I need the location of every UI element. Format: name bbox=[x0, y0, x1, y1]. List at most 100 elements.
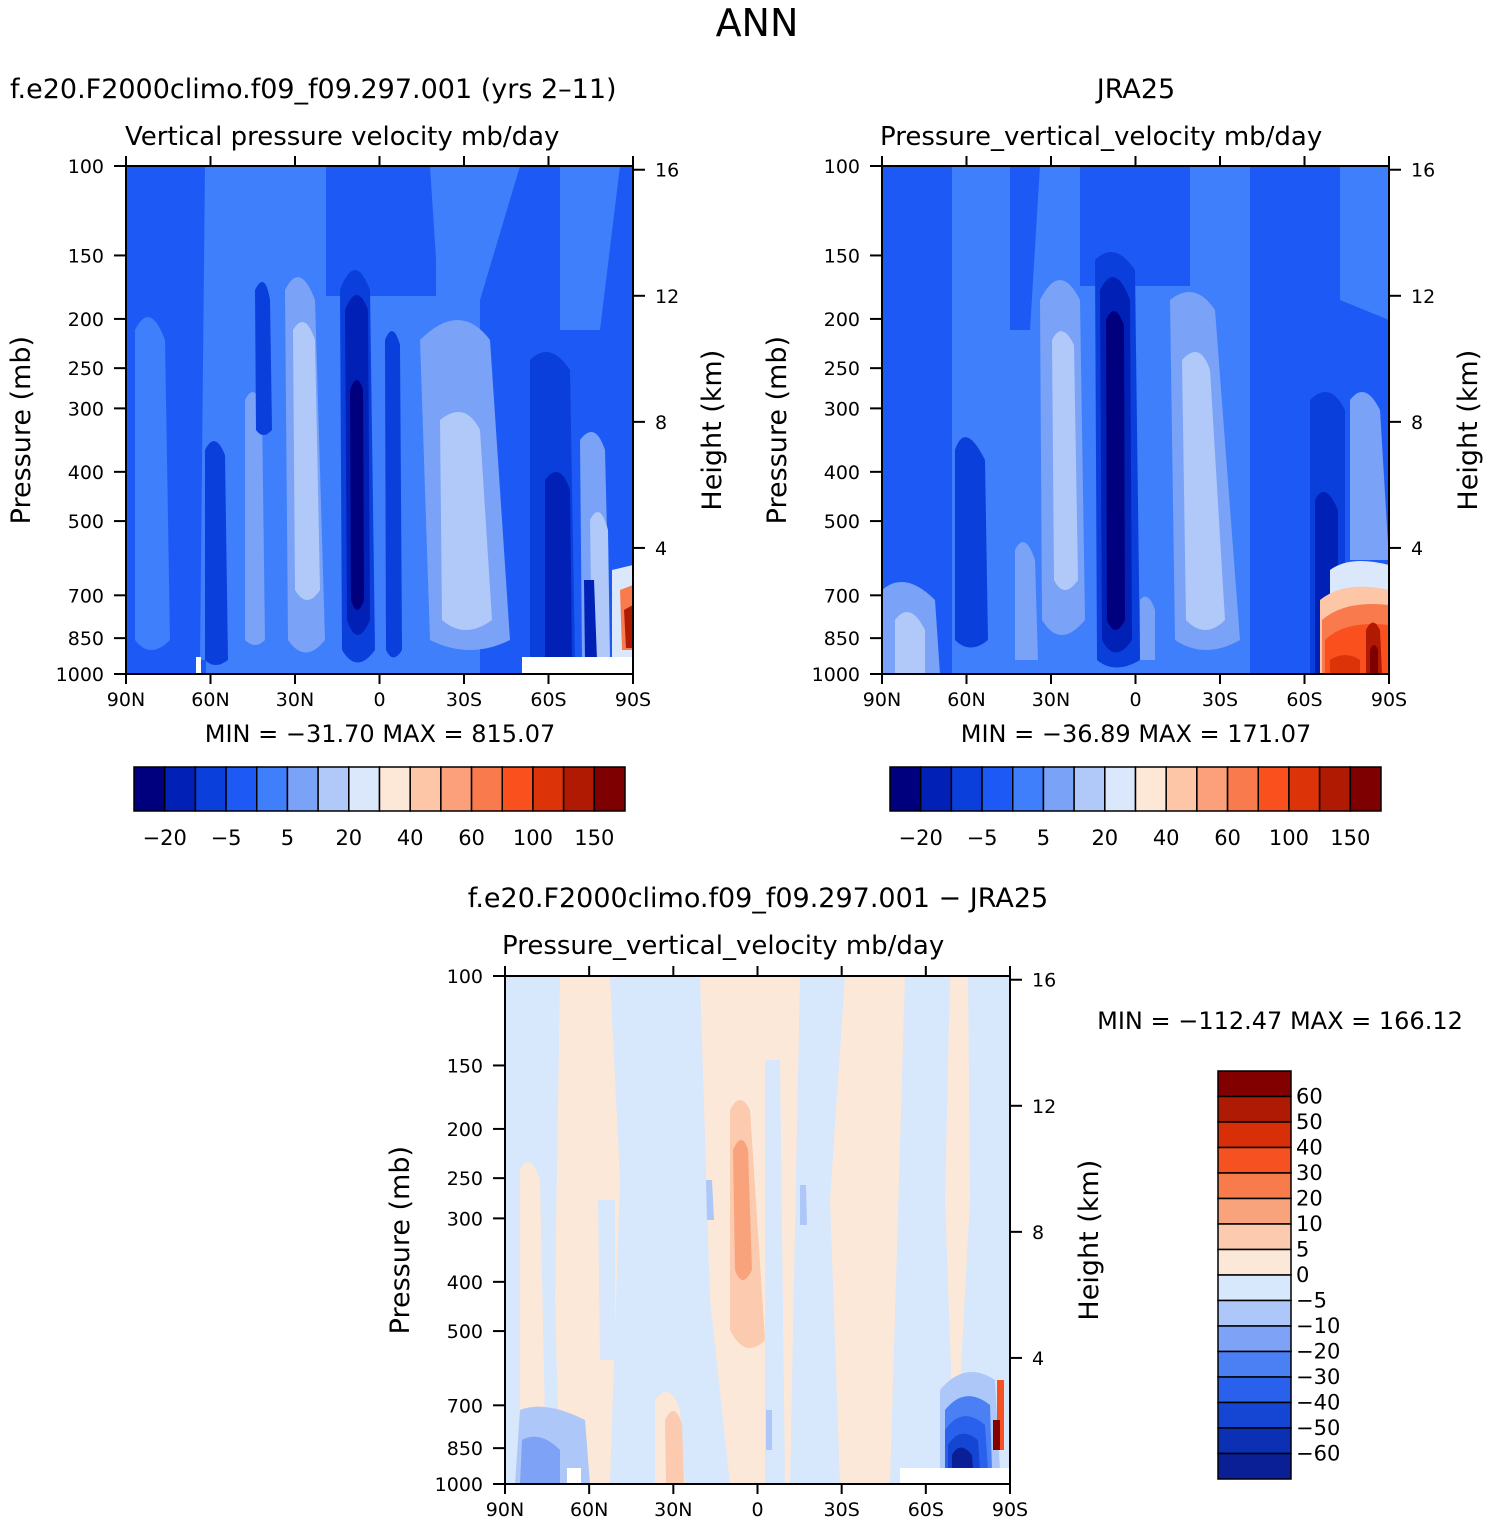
panel-obs-colorbar-box bbox=[1288, 766, 1321, 812]
panel-diff-var-title: Pressure_vertical_velocity mb/day bbox=[502, 931, 944, 961]
panel-model-xtick-label: 30N bbox=[276, 689, 314, 711]
panel-diff-y2tick-label: 4 bbox=[1032, 1348, 1044, 1370]
panel-obs-plot bbox=[882, 166, 1389, 674]
panel-diff: f.e20.F2000climo.f09_f09.297.001 − JRA25… bbox=[385, 883, 1463, 1521]
panel-diff-colorbar-label: −60 bbox=[1296, 1442, 1340, 1466]
panel-obs-case-title: JRA25 bbox=[1095, 74, 1175, 105]
panel-diff-xtick-label: 30S bbox=[824, 1499, 860, 1521]
panel-diff-colorbar-label: −50 bbox=[1296, 1416, 1340, 1440]
panel-model-colorbar-box bbox=[225, 766, 258, 812]
panel-obs-ytick-label: 100 bbox=[824, 156, 860, 178]
panel-diff-ytick-label: 500 bbox=[447, 1321, 483, 1343]
panel-diff-ytick-label: 100 bbox=[447, 966, 483, 988]
panel-diff-colorbar-label: −10 bbox=[1296, 1314, 1340, 1338]
panel-obs-xtick-label: 0 bbox=[1129, 689, 1141, 711]
panel-diff-y2label: Height (km) bbox=[1074, 1160, 1105, 1321]
panel-model-colorbar-label: 150 bbox=[574, 826, 614, 850]
panel-model-colorbar-box bbox=[532, 766, 565, 812]
panel-obs-colorbar-box bbox=[1349, 766, 1382, 812]
panel-obs-colorbar-box bbox=[1165, 766, 1198, 812]
panel-diff-colorbar-box bbox=[1217, 1325, 1292, 1353]
panel-diff-xtick-label: 90S bbox=[992, 1499, 1028, 1521]
panel-obs-ytick-label: 500 bbox=[824, 511, 860, 533]
panel-model-ytick-label: 150 bbox=[68, 245, 104, 267]
panel-model-ylabel: Pressure (mb) bbox=[6, 336, 37, 524]
panel-diff-xtick-label: 90N bbox=[486, 1499, 524, 1521]
panel-diff-colorbar-label: 40 bbox=[1296, 1136, 1323, 1160]
panel-diff-y2tick-label: 12 bbox=[1032, 1096, 1056, 1118]
panel-obs-ytick-label: 250 bbox=[824, 358, 860, 380]
panel-obs-colorbar: −20 −5 5 20 40 60 100 150 bbox=[889, 766, 1382, 850]
panel-diff-colorbar-box bbox=[1217, 1070, 1292, 1098]
panel-obs-colorbar-box bbox=[1104, 766, 1137, 812]
panel-diff-xtick-label: 0 bbox=[751, 1499, 763, 1521]
panel-diff-ytick-label: 400 bbox=[447, 1272, 483, 1294]
panel-model-colorbar-label: 60 bbox=[458, 826, 485, 850]
panel-model-colorbar-label: 20 bbox=[335, 826, 362, 850]
panel-diff-colorbar-box bbox=[1217, 1350, 1292, 1378]
panel-diff-ytick-label: 150 bbox=[447, 1055, 483, 1077]
panel-obs-y2tick-label: 16 bbox=[1411, 160, 1435, 182]
panel-model-ytick-label: 300 bbox=[68, 398, 104, 420]
panel-model-y2tick-label: 4 bbox=[655, 538, 667, 560]
panel-obs-y2label: Height (km) bbox=[1453, 350, 1484, 511]
panel-model: f.e20.F2000climo.f09_f09.297.001 (yrs 2–… bbox=[6, 74, 728, 850]
panel-diff-ytick-label: 250 bbox=[447, 1168, 483, 1190]
panel-obs-ytick-label: 150 bbox=[824, 245, 860, 267]
panel-diff-colorbar-label: −40 bbox=[1296, 1391, 1340, 1415]
panel-diff-colorbar-box bbox=[1217, 1427, 1292, 1455]
panel-obs-colorbar-box bbox=[1196, 766, 1229, 812]
panel-model-ytick-label: 200 bbox=[68, 309, 104, 331]
panel-diff-colorbar-label: 50 bbox=[1296, 1110, 1323, 1134]
panel-diff-colorbar-label: 5 bbox=[1296, 1238, 1309, 1262]
panel-obs-y2tick-label: 4 bbox=[1411, 538, 1423, 560]
panel-diff-colorbar-box bbox=[1217, 1223, 1292, 1251]
panel-diff-xtick-label: 30N bbox=[654, 1499, 692, 1521]
panel-diff-colorbar-box bbox=[1217, 1376, 1292, 1404]
panel-diff-colorbar-box bbox=[1217, 1146, 1292, 1174]
panel-diff-colorbar-box bbox=[1217, 1095, 1292, 1123]
panel-obs-var-title: Pressure_vertical_velocity mb/day bbox=[880, 122, 1322, 152]
panel-obs-colorbar-box bbox=[1318, 766, 1352, 812]
panel-diff-colorbar-label: 10 bbox=[1296, 1212, 1323, 1236]
panel-diff-y2tick-label: 8 bbox=[1032, 1222, 1044, 1244]
panel-model-case-title: f.e20.F2000climo.f09_f09.297.001 (yrs 2–… bbox=[10, 74, 617, 105]
panel-obs-colorbar-box bbox=[981, 766, 1014, 812]
panel-obs-colorbar-box bbox=[1012, 766, 1045, 812]
panel-diff-ylabel: Pressure (mb) bbox=[385, 1146, 416, 1334]
panel-model-xtick-label: 60S bbox=[530, 689, 566, 711]
panel-model-xtick-label: 90N bbox=[107, 689, 145, 711]
panel-obs-ytick-label: 300 bbox=[824, 398, 860, 420]
panel-model-xtick-label: 0 bbox=[373, 689, 385, 711]
panel-model-min-max: MIN = −31.70 MAX = 815.07 bbox=[205, 720, 555, 748]
panel-obs-y2tick-label: 8 bbox=[1411, 412, 1423, 434]
panel-model-y2label: Height (km) bbox=[697, 350, 728, 511]
panel-model-ytick-label: 400 bbox=[68, 462, 104, 484]
panel-obs-xtick-label: 90N bbox=[863, 689, 901, 711]
panel-model-colorbar-box bbox=[286, 766, 319, 812]
panel-obs-colorbar-label: 150 bbox=[1330, 826, 1370, 850]
panel-model-ytick-label: 100 bbox=[68, 156, 104, 178]
panel-diff-plot bbox=[505, 976, 1010, 1484]
panel-diff-colorbar-label: 0 bbox=[1296, 1263, 1309, 1287]
panel-model-colorbar-box bbox=[470, 766, 503, 812]
panel-model-colorbar-box bbox=[378, 766, 411, 812]
panel-diff-ytick-label: 700 bbox=[447, 1395, 483, 1417]
panel-diff-xtick-label: 60S bbox=[908, 1499, 944, 1521]
panel-model-colorbar-box bbox=[163, 766, 197, 812]
panel-diff-ytick-label: 200 bbox=[447, 1119, 483, 1141]
panel-model-ytick-label: 700 bbox=[68, 585, 104, 607]
panel-model-colorbar-label: −5 bbox=[211, 826, 242, 850]
panel-model-colorbar-box bbox=[593, 766, 626, 812]
panel-model-ytick-label: 500 bbox=[68, 511, 104, 533]
panel-obs-xtick-label: 30S bbox=[1202, 689, 1238, 711]
panel-obs-colorbar-box bbox=[950, 766, 983, 812]
panel-obs-colorbar-box bbox=[1134, 766, 1167, 812]
panel-obs-colorbar-box bbox=[1073, 766, 1106, 812]
panel-model-xtick-label: 30S bbox=[446, 689, 482, 711]
